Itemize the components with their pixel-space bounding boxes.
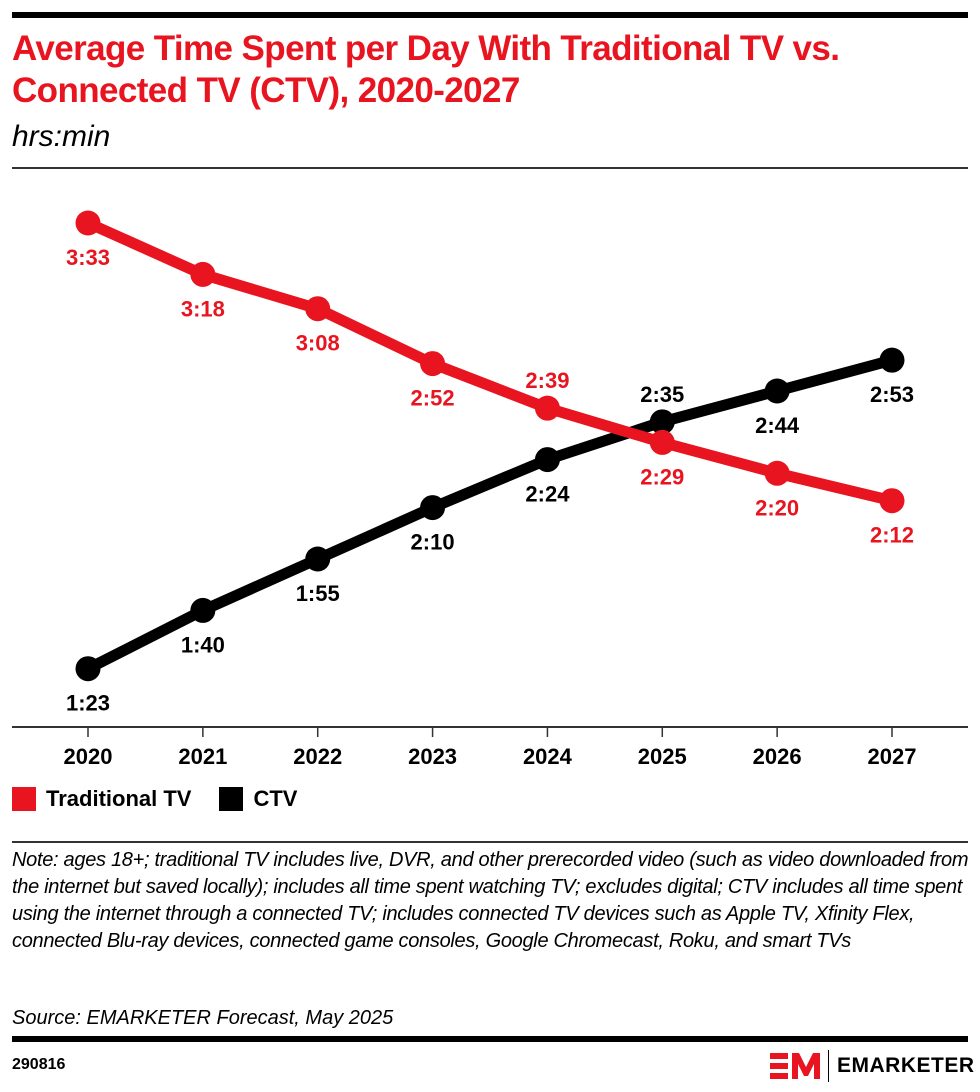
em-logo-icon <box>770 1053 820 1079</box>
data-label-ctv: 1:55 <box>296 581 340 606</box>
legend-label-traditional-tv: Traditional TV <box>46 786 192 811</box>
bottom-rule <box>12 1036 968 1042</box>
data-point-traditional-tv <box>305 296 331 322</box>
series-layer <box>75 210 905 682</box>
data-point-ctv <box>75 656 101 682</box>
data-label-traditional-tv: 2:20 <box>755 495 799 520</box>
brand-wordmark: EMARKETER <box>837 1054 975 1077</box>
data-label-ctv: 2:10 <box>411 530 455 555</box>
data-label-ctv: 2:35 <box>640 382 684 407</box>
series-line-traditional-tv <box>82 217 898 507</box>
x-tick-label: 2020 <box>64 744 113 769</box>
x-tick-label: 2027 <box>868 744 917 769</box>
data-point-traditional-tv <box>190 261 216 287</box>
emarketer-logo: EMARKETER <box>770 1050 975 1082</box>
data-label-traditional-tv: 2:39 <box>525 368 569 393</box>
data-label-ctv: 2:44 <box>755 413 800 438</box>
data-label-traditional-tv: 3:18 <box>181 296 225 321</box>
legend-item-ctv: CTV <box>219 786 297 812</box>
source-text: Source: EMARKETER Forecast, May 2025 <box>12 1007 394 1029</box>
logo-divider <box>828 1050 829 1082</box>
data-label-traditional-tv: 2:29 <box>640 464 684 489</box>
series-line-ctv <box>82 354 898 675</box>
x-tick-label: 2026 <box>753 744 802 769</box>
data-label-traditional-tv: 2:52 <box>411 386 455 411</box>
chart-title: Average Time Spent per Day With Traditio… <box>12 29 840 110</box>
footnote: Note: ages 18+; traditional TV includes … <box>12 849 969 952</box>
data-point-traditional-tv <box>534 395 560 421</box>
legend-swatch-ctv <box>219 787 244 811</box>
data-labels: 1:23 1:40 1:55 2:10 2:24 2:35 2:44 2:53 3:33 3:18… <box>66 245 914 716</box>
data-label-traditional-tv: 2:12 <box>870 523 914 548</box>
data-point-ctv <box>649 409 675 435</box>
data-point-ctv <box>534 447 560 473</box>
data-point-traditional-tv <box>649 429 675 455</box>
line-chart: 2020 2021 2022 2023 2024 2025 2026 2027 1:23 1:4… <box>12 210 968 769</box>
data-label-traditional-tv: 3:08 <box>296 331 340 356</box>
chart-id: 290816 <box>12 1056 66 1073</box>
data-point-ctv <box>879 347 905 373</box>
chart-subtitle: hrs:min <box>12 120 111 153</box>
legend: Traditional TV CTV <box>12 786 325 812</box>
data-point-traditional-tv <box>75 210 101 236</box>
x-tick-label: 2024 <box>523 744 573 769</box>
data-point-ctv <box>420 495 446 521</box>
data-point-ctv <box>764 378 790 404</box>
x-tick-label: 2025 <box>638 744 687 769</box>
x-tick-label: 2021 <box>178 744 227 769</box>
data-label-ctv: 1:40 <box>181 632 225 657</box>
data-label-traditional-tv: 3:33 <box>66 245 110 270</box>
data-label-ctv: 2:53 <box>870 382 914 407</box>
data-point-traditional-tv <box>420 351 446 377</box>
data-point-traditional-tv <box>879 488 905 514</box>
top-rule <box>12 12 968 18</box>
data-label-ctv: 2:24 <box>525 482 570 507</box>
legend-swatch-traditional-tv <box>12 787 36 811</box>
subtitle-rule <box>12 167 968 169</box>
data-point-ctv <box>190 597 216 623</box>
x-tick-label: 2022 <box>293 744 342 769</box>
data-label-ctv: 1:23 <box>66 691 110 716</box>
data-point-traditional-tv <box>764 460 790 486</box>
x-axis: 2020 2021 2022 2023 2024 2025 2026 2027 <box>12 726 968 769</box>
note-rule <box>12 841 968 843</box>
data-point-ctv <box>305 546 331 572</box>
x-tick-label: 2023 <box>408 744 457 769</box>
legend-label-ctv: CTV <box>253 786 298 811</box>
legend-item-traditional-tv: Traditional TV <box>12 786 191 812</box>
